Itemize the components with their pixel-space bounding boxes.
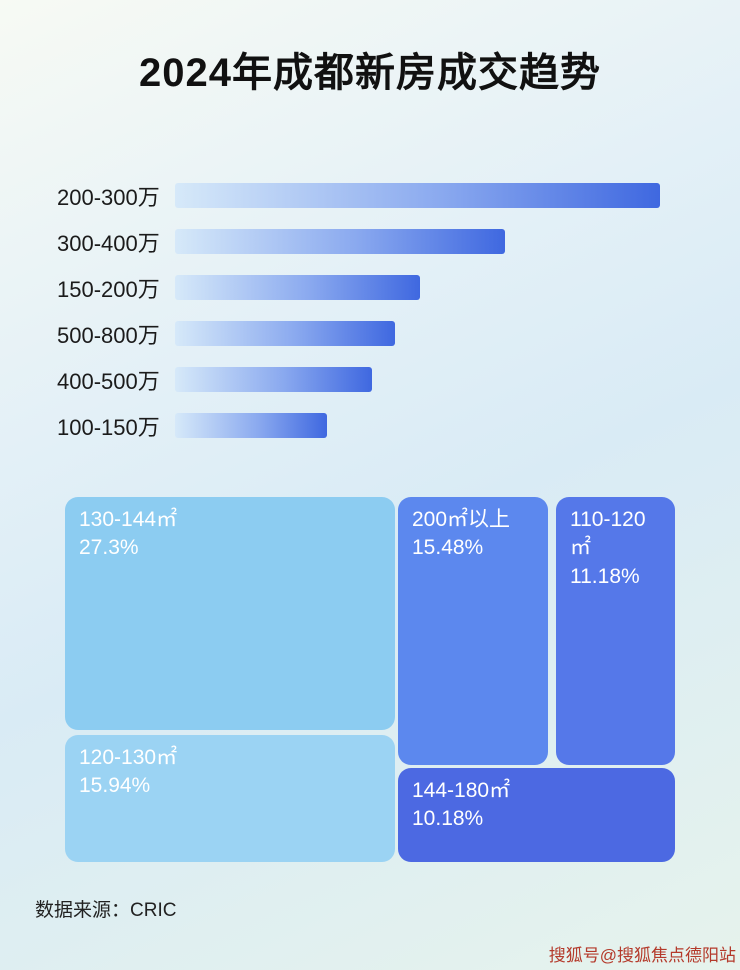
bar-row: 500-800万 <box>57 321 660 348</box>
bar-label: 100-150万 <box>57 414 160 440</box>
bar-label: 200-300万 <box>57 184 160 210</box>
treemap-block-110-120: 110-120㎡ 11.18% <box>556 497 675 765</box>
data-source: 数据来源：CRIC <box>35 900 177 921</box>
block-value: 15.94% <box>79 774 151 798</box>
bar-label: 150-200万 <box>57 276 160 302</box>
bar-fill <box>175 229 505 254</box>
bar-fill <box>175 321 395 346</box>
block-label: 144-180㎡ <box>412 779 511 802</box>
treemap-block-144-180: 144-180㎡ 10.18% <box>398 768 675 862</box>
bar-fill <box>175 413 327 438</box>
bar-fill <box>175 275 420 300</box>
block-label: 110-120㎡ <box>570 508 646 560</box>
bar-row: 300-400万 <box>57 229 660 256</box>
block-label: 120-130㎡ <box>79 746 178 769</box>
bar-row: 100-150万 <box>57 413 660 440</box>
page-title: 2024年成都新房成交趋势 <box>139 51 601 95</box>
bar-row: 400-500万 <box>57 367 660 394</box>
treemap-block-130-144: 130-144㎡ 27.3% <box>65 497 395 730</box>
treemap-block-200-plus: 200㎡以上 15.48% <box>398 497 548 765</box>
block-value: 15.48% <box>412 536 484 560</box>
bar-chart: 200-300万 300-400万 150-200万 500-800万 400-… <box>57 183 660 459</box>
bar-label: 500-800万 <box>57 322 160 348</box>
bar-label: 300-400万 <box>57 230 160 256</box>
bar-row: 200-300万 <box>57 183 660 210</box>
treemap: 130-144㎡ 27.3% 120-130㎡ 15.94% 200㎡以上 15… <box>65 497 675 862</box>
block-value: 11.18% <box>570 564 640 588</box>
block-label: 130-144㎡ <box>79 508 178 531</box>
block-label: 200㎡以上 <box>412 508 511 531</box>
block-value: 27.3% <box>79 536 139 560</box>
bar-fill <box>175 367 372 392</box>
treemap-block-120-130: 120-130㎡ 15.94% <box>65 735 395 862</box>
bar-row: 150-200万 <box>57 275 660 302</box>
watermark: 搜狐号@搜狐焦点德阳站 <box>548 946 736 965</box>
bar-label: 400-500万 <box>57 368 160 394</box>
bar-fill <box>175 183 660 208</box>
block-value: 10.18% <box>412 807 484 831</box>
